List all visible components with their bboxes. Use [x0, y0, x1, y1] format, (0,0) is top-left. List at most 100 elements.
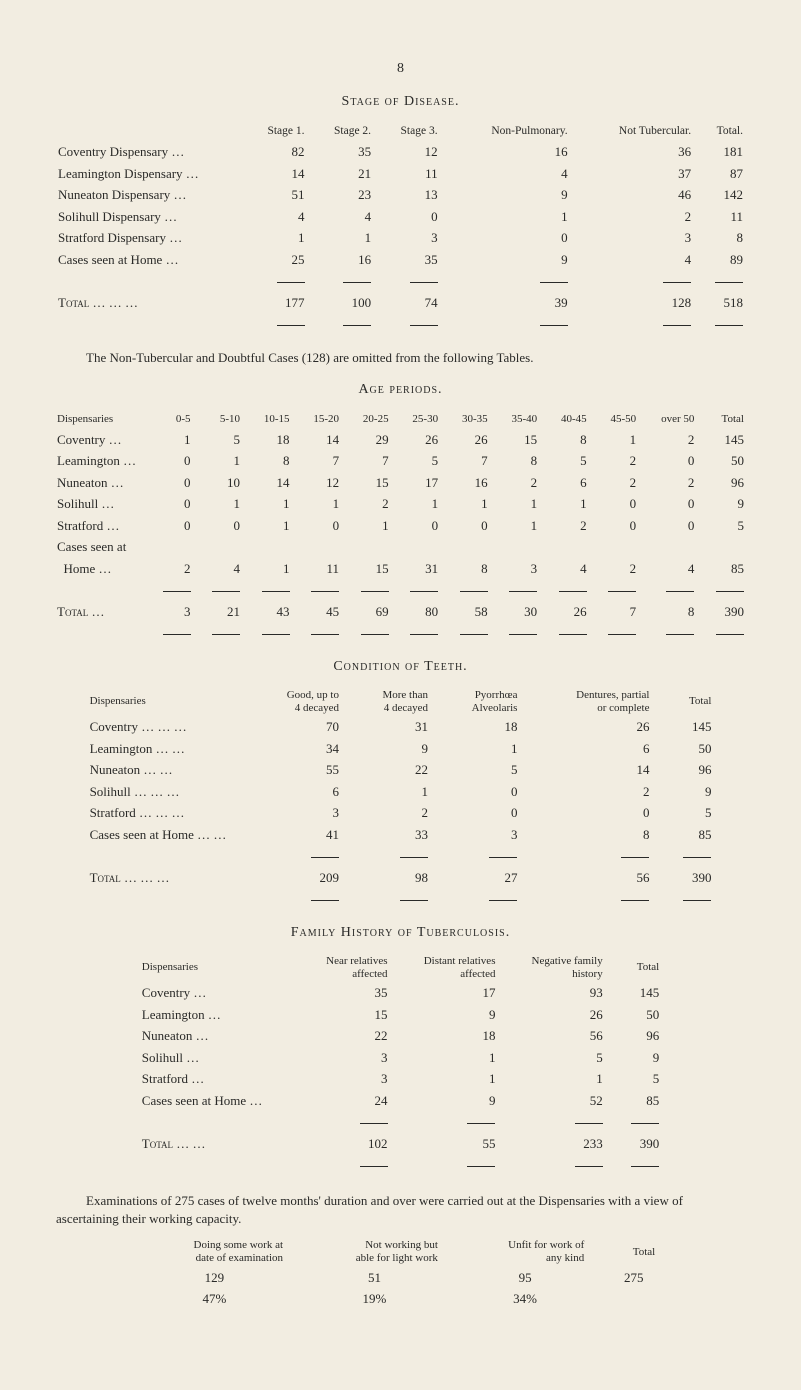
col-header: 0-5 — [142, 410, 192, 429]
cell: Nuneaton … — [132, 1025, 302, 1047]
cell: 9 — [695, 493, 745, 515]
history-lead: Dispensaries — [132, 953, 302, 982]
cell: 37 — [570, 163, 693, 185]
history-header-row: Dispensaries Near relativesaffectedDista… — [132, 953, 669, 982]
history-title: Family History of Tuberculosis. — [56, 924, 745, 943]
rule-cell — [240, 271, 307, 293]
rule-cell — [637, 579, 695, 601]
rule-cell — [132, 1155, 302, 1177]
rule-cell — [246, 845, 345, 867]
rule-cell — [345, 845, 434, 867]
cell: 2 — [142, 558, 192, 580]
rule-cell — [132, 1112, 302, 1134]
cell: 36 — [570, 141, 693, 163]
cell: Nuneaton … … — [84, 759, 246, 781]
cell: 1 — [439, 493, 489, 515]
cell: 43 — [241, 601, 291, 623]
rule-cell — [240, 314, 307, 336]
rule-cell — [56, 579, 142, 601]
stage-col-1: Stage 1. — [240, 122, 307, 142]
table-row: 47%19%34% — [132, 1288, 669, 1310]
col-header: Total — [613, 953, 669, 982]
cell: 2 — [345, 802, 434, 824]
work-table: Doing some work atdate of examinationNot… — [132, 1237, 669, 1309]
cell: Cases seen at Home … — [56, 249, 240, 271]
cell: 8 — [538, 429, 588, 451]
page-number: 8 — [56, 60, 745, 79]
teeth-table: Dispensaries Good, up to4 decayedMore th… — [84, 687, 718, 910]
cell: Leamington … — [132, 1004, 302, 1026]
cell: 14 — [291, 429, 341, 451]
cell: 26 — [439, 429, 489, 451]
cell: 9 — [613, 1047, 669, 1069]
cell: 4 — [240, 206, 307, 228]
cell: 56 — [505, 1025, 612, 1047]
col-header: 20-25 — [340, 410, 390, 429]
cell — [291, 536, 341, 558]
rule-cell — [439, 579, 489, 601]
rule-cell — [434, 845, 523, 867]
rule-cell — [613, 1155, 669, 1177]
cell: 100 — [307, 292, 374, 314]
rule-cell — [345, 889, 434, 911]
cell: 9 — [440, 249, 570, 271]
cell: 390 — [655, 867, 717, 889]
cell: 4 — [538, 558, 588, 580]
table-row: Leamington …0187757852050 — [56, 450, 745, 472]
rule-cell — [56, 271, 240, 293]
cell: 6 — [523, 738, 655, 760]
cell: 1 — [241, 558, 291, 580]
age-table: Dispensaries 0-55-1010-1515-2020-2525-30… — [56, 410, 745, 644]
cell: Coventry … — [56, 429, 142, 451]
cell: 96 — [613, 1025, 669, 1047]
table-row: Leamington Dispensary …14211143787 — [56, 163, 745, 185]
rule-cell — [695, 579, 745, 601]
cell — [390, 536, 440, 558]
cell: 0 — [142, 515, 192, 537]
cell: 181 — [693, 141, 745, 163]
cell: 9 — [398, 1090, 506, 1112]
cell: 89 — [693, 249, 745, 271]
total-row: Total …3214345698058302678390 — [56, 601, 745, 623]
cell: 13 — [373, 184, 440, 206]
col-header: 5-10 — [192, 410, 242, 429]
cell: 9 — [440, 184, 570, 206]
cell: 7 — [340, 450, 390, 472]
col-header: Not working butable for light work — [297, 1237, 452, 1266]
work-body: 129519527547%19%34% — [132, 1267, 669, 1310]
rule-cell — [246, 889, 345, 911]
cell: Coventry … … … — [84, 716, 246, 738]
rule-cell — [440, 314, 570, 336]
cell: 1 — [398, 1047, 506, 1069]
cell: Nuneaton … — [56, 472, 142, 494]
cell: 8 — [241, 450, 291, 472]
cell — [588, 536, 638, 558]
cell: 1 — [241, 493, 291, 515]
cell: 27 — [434, 867, 523, 889]
rule-cell — [655, 845, 717, 867]
rule-cell — [84, 889, 246, 911]
cell: 15 — [489, 429, 539, 451]
cell: 4 — [440, 163, 570, 185]
cell: 1 — [240, 227, 307, 249]
cell: 518 — [693, 292, 745, 314]
work-header-row: Doing some work atdate of examinationNot… — [132, 1237, 669, 1266]
col-header: Good, up to4 decayed — [246, 687, 345, 716]
cell: 21 — [307, 163, 374, 185]
age-title: Age periods. — [56, 381, 745, 400]
cell: 15 — [340, 558, 390, 580]
rule-cell — [241, 622, 291, 644]
col-header: Distant relativesaffected — [398, 953, 506, 982]
cell: 0 — [390, 515, 440, 537]
stage-col-4: Non-Pulmonary. — [440, 122, 570, 142]
cell: 5 — [655, 802, 717, 824]
rule-cell — [538, 622, 588, 644]
cell: 96 — [695, 472, 745, 494]
cell — [637, 536, 695, 558]
age-body: Coventry …15181429262615812145Leamington… — [56, 429, 745, 644]
cell: 1 — [307, 227, 374, 249]
cell: 8 — [439, 558, 489, 580]
rule-cell — [307, 314, 374, 336]
cell: 19% — [297, 1288, 452, 1310]
col-header: Total — [598, 1237, 669, 1266]
